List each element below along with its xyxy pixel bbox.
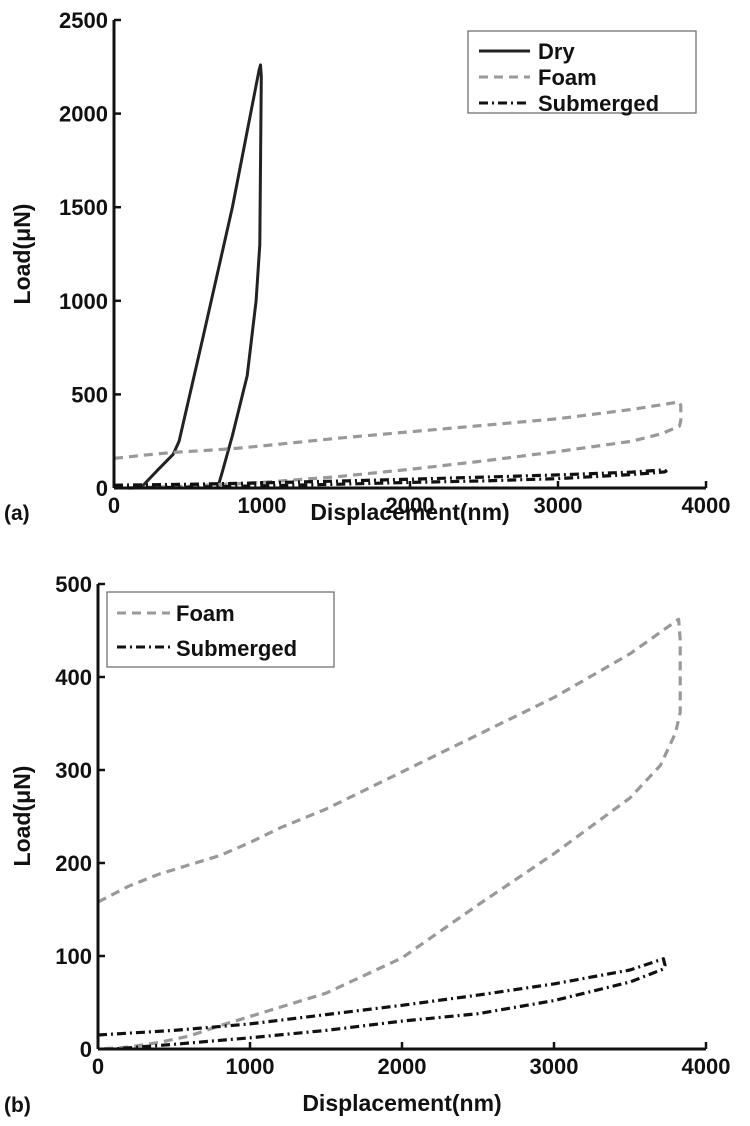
y-tick-label: 400 (55, 665, 92, 690)
panel-label-a: (a) (4, 502, 30, 525)
x-tick-label: 2000 (386, 493, 435, 518)
y-tick-label: 0 (80, 1037, 92, 1062)
x-tick-label: 0 (92, 1054, 104, 1079)
ticks-b: 0 1000 2000 3000 4000 0 100 200 300 400 500 (55, 572, 730, 1079)
series-submerged (97, 957, 667, 1051)
x-tick-label: 3000 (534, 493, 583, 518)
y-tick-label: 500 (71, 382, 108, 407)
x-axis-label-a: Displacement(nm) (310, 499, 509, 525)
plot-series-a (113, 63, 683, 490)
y-axis-label-b: Load(μN) (9, 766, 35, 867)
series-dry (139, 63, 263, 490)
x-tick-label: 4000 (682, 1054, 731, 1079)
chart-panel-b: 0 1000 2000 3000 4000 0 100 200 300 400 500 Displa… (4, 572, 730, 1117)
y-tick-label: 500 (55, 572, 92, 597)
chart-panel-a: 0 1000 2000 3000 4000 0 500 1000 1500 2000 2500 Di… (4, 8, 730, 525)
y-tick-label: 100 (55, 944, 92, 969)
legend-box-a (467, 30, 697, 114)
legend-a: Dry Foam Submerged (467, 30, 697, 116)
y-tick-label: 2500 (59, 8, 108, 33)
x-tick-label: 1000 (238, 493, 287, 518)
x-tick-label: 3000 (530, 1054, 579, 1079)
y-tick-label: 2000 (59, 102, 108, 127)
x-tick-label: 0 (108, 493, 120, 518)
legend-label-submerged: Submerged (538, 91, 659, 116)
y-tick-label: 1000 (59, 289, 108, 314)
panel-label-b: (b) (4, 1094, 31, 1117)
ticks-a: 0 1000 2000 3000 4000 0 500 1000 1500 2000 2500 (59, 8, 730, 518)
y-axis-label-a: Load(μN) (9, 204, 35, 305)
legend-label-foam-b: Foam (176, 601, 235, 626)
legend-label-submerged-b: Submerged (176, 636, 297, 661)
legend-b: Foam Submerged (106, 591, 335, 668)
y-tick-label: 0 (96, 476, 108, 501)
plot-series-b (97, 617, 682, 1051)
series-submerged (113, 468, 668, 490)
series-foam (97, 617, 682, 1051)
legend-box-b (106, 591, 335, 668)
x-tick-label: 2000 (378, 1054, 427, 1079)
y-tick-label: 300 (55, 758, 92, 783)
series-foam (113, 400, 683, 490)
legend-label-dry: Dry (538, 39, 575, 64)
y-tick-label: 1500 (59, 195, 108, 220)
y-tick-label: 200 (55, 851, 92, 876)
x-tick-label: 1000 (226, 1054, 275, 1079)
x-tick-label: 4000 (682, 493, 731, 518)
x-axis-label-b: Displacement(nm) (302, 1090, 501, 1116)
legend-label-foam: Foam (538, 65, 597, 90)
